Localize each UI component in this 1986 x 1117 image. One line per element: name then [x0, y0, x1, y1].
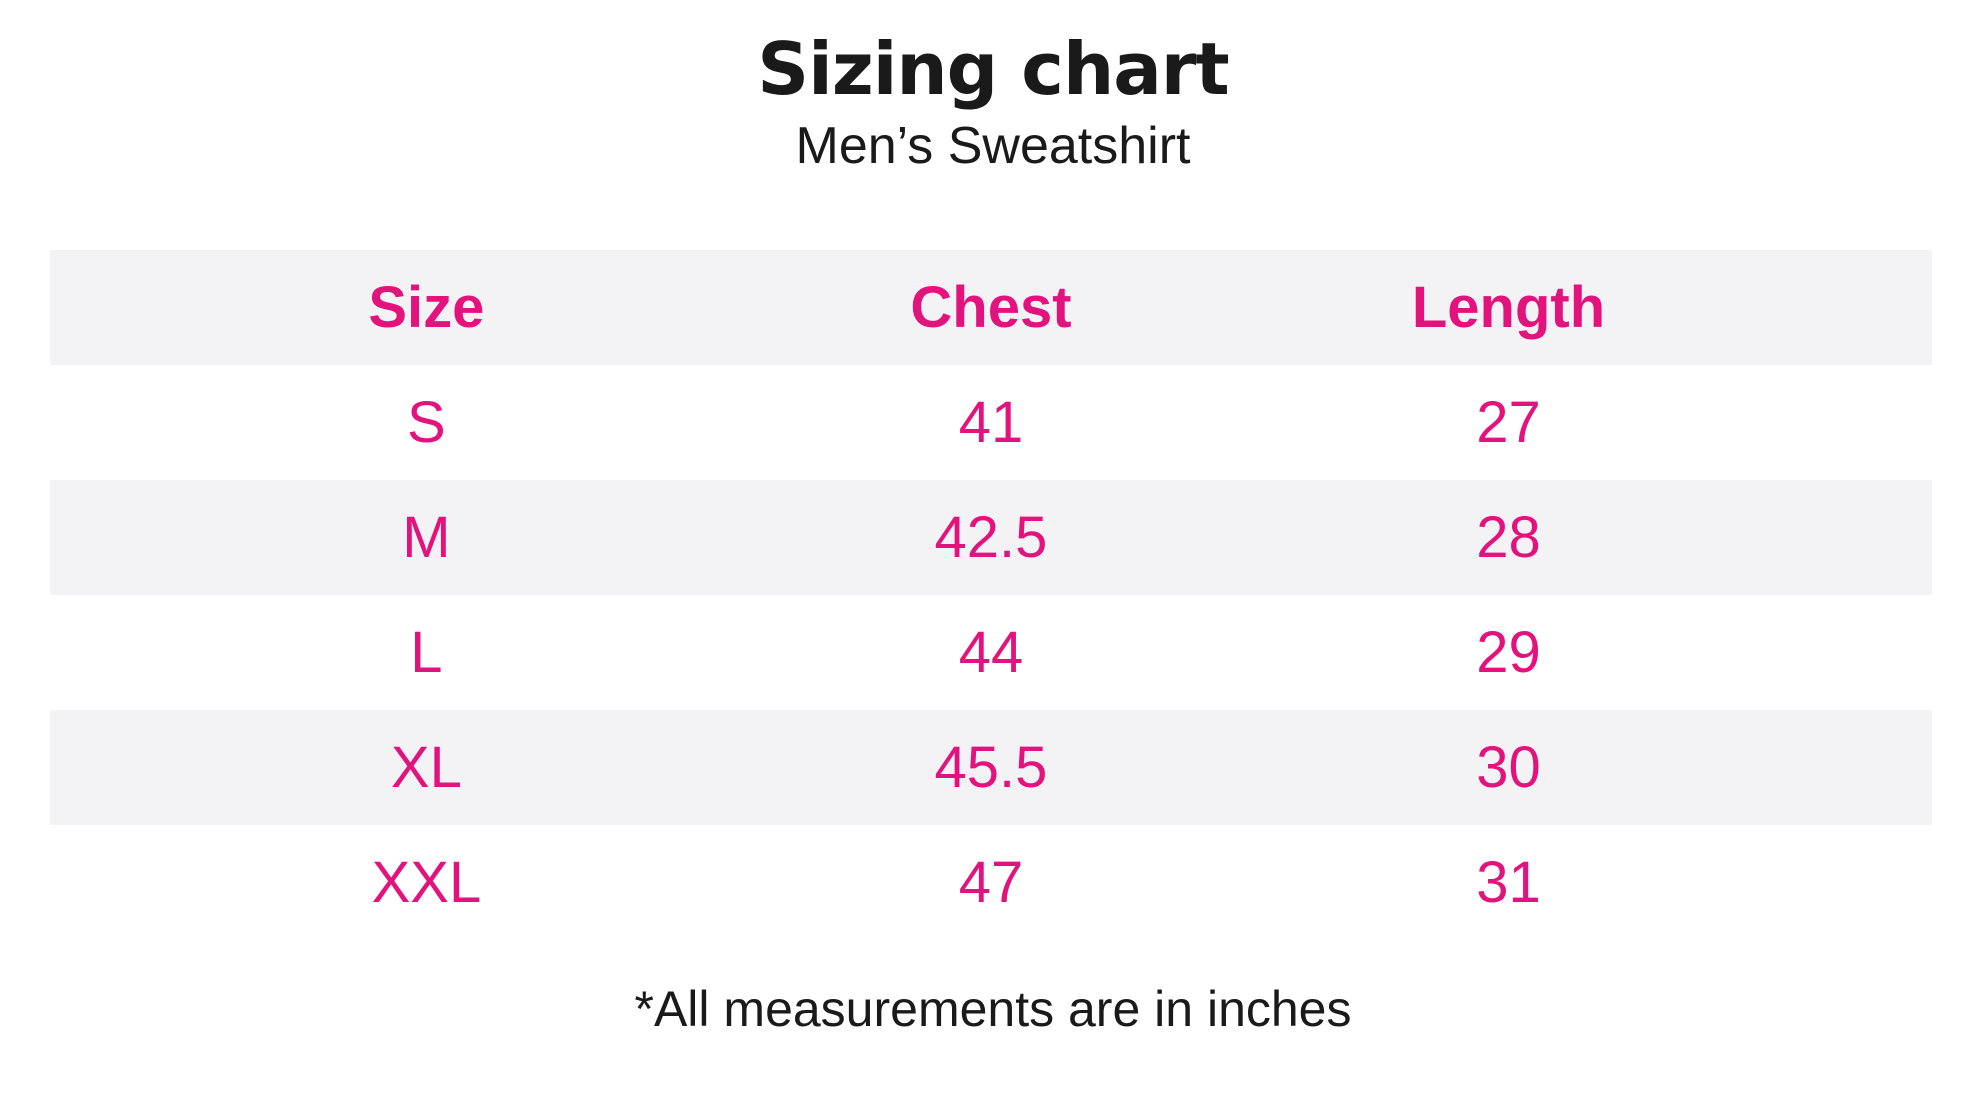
cell-chest: 41 — [958, 389, 1024, 455]
header-cell-length: Length — [1411, 274, 1606, 340]
cell-length: 28 — [1476, 504, 1541, 570]
cell-size: L — [410, 619, 443, 685]
cell-chest: 45.5 — [934, 734, 1048, 800]
table-row-m: M 42.5 28 — [50, 480, 1932, 595]
page-title: Sizing chart — [757, 27, 1229, 111]
cell-length: 30 — [1476, 734, 1541, 800]
table-header-row: Size Chest Length — [50, 250, 1932, 365]
cell-length: 27 — [1476, 389, 1541, 455]
cell-size: XL — [390, 734, 462, 800]
table-row-xxl: XXL 47 31 — [50, 825, 1932, 940]
header-cell-chest: Chest — [910, 274, 1072, 340]
header-cell-size: Size — [368, 274, 485, 340]
table-row-l: L 44 29 — [50, 595, 1932, 710]
cell-length: 31 — [1476, 849, 1541, 915]
cell-length: 29 — [1476, 619, 1541, 685]
cell-size: M — [402, 504, 451, 570]
page-subtitle: Men’s Sweatshirt — [795, 117, 1191, 175]
cell-size: XXL — [371, 849, 482, 915]
cell-size: S — [407, 389, 446, 455]
table-row-s: S 41 27 — [50, 365, 1932, 480]
cell-chest: 47 — [958, 849, 1024, 915]
cell-chest: 42.5 — [934, 504, 1048, 570]
sizing-table: Size Chest Length S 41 27 M 42.5 28 L 44… — [50, 250, 1932, 940]
cell-chest: 44 — [958, 619, 1024, 685]
table-row-xl: XL 45.5 30 — [50, 710, 1932, 825]
measurements-footnote: *All measurements are in inches — [634, 981, 1352, 1037]
